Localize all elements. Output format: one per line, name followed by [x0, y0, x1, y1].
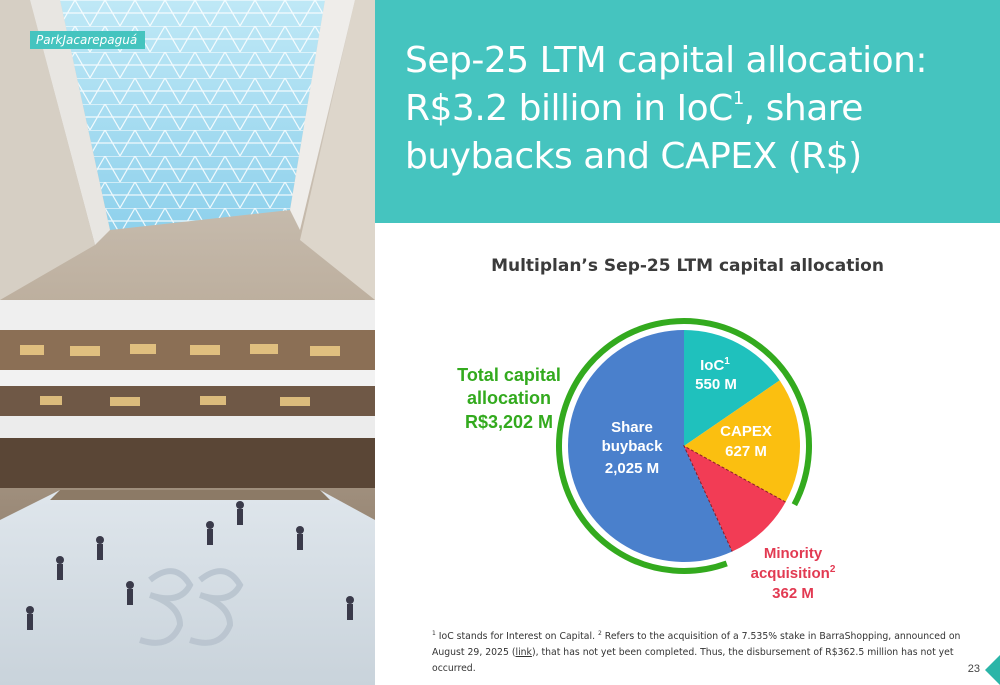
ioc-label: IoC1 550 M [695, 356, 737, 393]
pie-slice-minority [684, 446, 786, 552]
total-line-1: Total capital [457, 365, 561, 385]
minority-label: Minority acquisition2 362 M [751, 545, 836, 602]
total-line-2: allocation [467, 388, 551, 408]
minority-line-1: Minority [764, 545, 823, 562]
title-superscript: 1 [732, 88, 744, 109]
corner-arrow-icon [985, 655, 1000, 685]
ioc-name: IoC [700, 357, 724, 374]
minority-value: 362 M [772, 585, 814, 602]
photo-caption: ParkJacarepaguá [30, 31, 146, 49]
buyback-line-1: Share [611, 419, 653, 436]
minority-line-2: acquisition [751, 565, 830, 582]
total-allocation-ring [556, 318, 812, 574]
footnote-text-3: ), that has not yet been completed. Thus… [432, 647, 954, 674]
mall-photo: ParkJacarepaguá [0, 0, 375, 685]
page-number: 23 [967, 663, 980, 675]
page-title: Sep-25 LTM capital allocation: R$3.2 bil… [405, 37, 985, 181]
svg-text:IoC1: IoC1 [700, 356, 730, 374]
footnote-sup-2: 2 [598, 630, 602, 637]
buyback-label: Share buyback 2,025 M [602, 419, 664, 477]
title-text-2: , share buybacks and CAPEX (R$) [405, 88, 863, 177]
ioc-value: 550 M [695, 376, 737, 393]
ioc-superscript: 1 [724, 356, 730, 367]
minority-superscript: 2 [830, 564, 836, 575]
title-text-1: Sep-25 LTM capital allocation: R$3.2 bil… [405, 40, 928, 129]
buyback-line-2: buyback [602, 438, 664, 455]
pie-slice-ioc [684, 330, 780, 446]
footnote-link[interactable]: link [515, 647, 532, 658]
capex-value: 627 M [725, 443, 767, 460]
footnote-sup-1: 1 [432, 630, 436, 637]
footnote-text-2: Refers to the acquisition of a 7.535% st… [432, 631, 961, 658]
svg-text:acquisition2: acquisition2 [751, 564, 836, 582]
chart-title: Multiplan’s Sep-25 LTM capital allocatio… [491, 256, 884, 276]
capex-name: CAPEX [720, 423, 772, 440]
buyback-value: 2,025 M [605, 460, 659, 477]
pie-slice-capex [684, 380, 800, 503]
footnote: 1 IoC stands for Interest on Capital. 2 … [432, 629, 972, 677]
footnote-text-1: IoC stands for Interest on Capital. [435, 631, 599, 642]
total-line-3: R$3,202 M [465, 412, 553, 432]
total-allocation-label: Total capital allocation R$3,202 M [457, 365, 561, 432]
title-band: Sep-25 LTM capital allocation: R$3.2 bil… [375, 0, 1000, 223]
capex-label: CAPEX 627 M [720, 423, 772, 460]
minority-slice-border [682, 444, 786, 552]
pie-slice-buyback [568, 330, 733, 562]
